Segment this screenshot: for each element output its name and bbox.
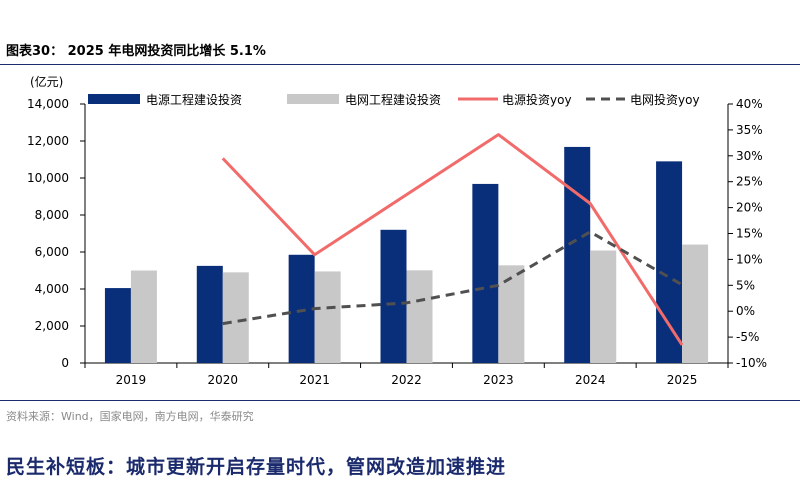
legend-label: 电源投资yoy [502,92,572,107]
y-right-tick-label: 25% [736,175,763,189]
bar-power-source [472,183,499,363]
bottom-rule [0,400,800,401]
y-right-tick-label: 15% [736,227,763,241]
x-tick-label: 2024 [575,373,606,387]
legend-swatch-power-source [88,94,140,104]
chart-canvas: 0 2,000 4,000 6,000 8,000 10,000 12,000 14,000 -… [27,92,767,387]
x-tick-label: 2023 [483,373,514,387]
legend-swatch-power-grid [287,94,339,104]
figure-title: 图表30： 2025 年电网投资同比增长 5.1% [6,44,266,59]
source-note: 资料来源：Wind，国家电网，南方电网，华泰研究 [6,410,254,423]
legend-label: 电源工程建设投资 [146,92,242,107]
y-left-tick-label: 0 [61,356,69,370]
bar-power-grid [682,244,709,363]
bar-power-grid [222,272,249,363]
y-left-tick-label: 4,000 [35,282,69,296]
y-left-tick-label: 10,000 [27,171,69,185]
y-right-tick-label: 5% [736,278,755,292]
bar-power-grid [590,250,617,363]
y-right-tick-label: 35% [736,123,763,137]
legend-label: 电网工程建设投资 [345,92,441,107]
bar-power-source [196,265,223,363]
bar-power-source [656,161,683,363]
x-tick-label: 2020 [208,373,239,387]
y-right-tick-label: 30% [736,149,763,163]
bar-power-grid [130,270,157,363]
y-right-tick-label: 10% [736,252,763,266]
line-power-grid-yoy [222,230,683,326]
bar-power-grid [406,270,433,363]
bar-power-source [104,288,131,363]
section-heading: 民生补短板：城市更新开启存量时代，管网改造加速推进 [6,456,507,478]
x-tick-label: 2025 [667,373,698,387]
bar-power-grid [314,271,341,363]
y-left-tick-label: 12,000 [27,134,69,148]
top-rule [0,64,800,65]
y-left-tick-label: 2,000 [35,319,69,333]
y-right-tick-label: 40% [736,97,763,111]
y-left-tick-label: 14,000 [27,97,69,111]
bar-power-source [564,146,591,363]
y-right-tick-label: -10% [736,356,767,370]
x-tick-label: 2021 [299,373,330,387]
y-right-tick-label: 0% [736,304,755,318]
y-right-tick-label: -5% [736,330,759,344]
y-right-tick-label: 20% [736,201,763,215]
bar-power-source [288,254,315,363]
legend-label: 电网投资yoy [630,92,700,107]
x-tick-label: 2019 [116,373,147,387]
bar-power-source [380,229,407,363]
x-tick-label: 2022 [391,373,422,387]
y-left-tick-label: 8,000 [35,208,69,222]
bar-power-grid [498,265,525,363]
unit-label: (亿元) [30,75,64,89]
y-left-tick-label: 6,000 [35,245,69,259]
